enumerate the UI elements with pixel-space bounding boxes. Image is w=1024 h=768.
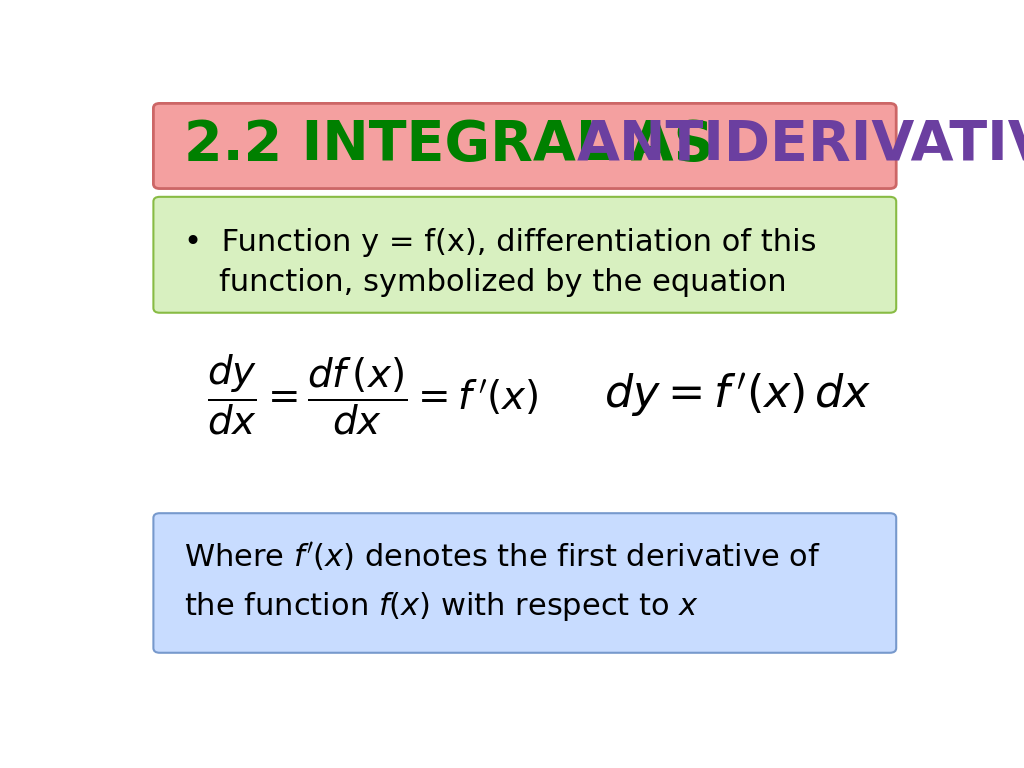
FancyBboxPatch shape <box>154 197 896 313</box>
Text: function, symbolized by the equation: function, symbolized by the equation <box>219 268 786 297</box>
Text: the function $f(x)$ with respect to $x$: the function $f(x)$ with respect to $x$ <box>183 590 698 623</box>
Text: $dy = f\,'(x)\,dx$: $dy = f\,'(x)\,dx$ <box>604 371 871 419</box>
FancyBboxPatch shape <box>154 513 896 653</box>
FancyBboxPatch shape <box>154 104 896 189</box>
Text: •  Function y = f(x), differentiation of this: • Function y = f(x), differentiation of … <box>183 228 816 257</box>
Text: $\dfrac{dy}{dx} = \dfrac{df\,(x)}{dx} = f\,'(x)$: $\dfrac{dy}{dx} = \dfrac{df\,(x)}{dx} = … <box>207 353 539 437</box>
Text: Where $f'(x)$ denotes the first derivative of: Where $f'(x)$ denotes the first derivati… <box>183 540 820 573</box>
Text: 2.2 INTEGRAL AS: 2.2 INTEGRAL AS <box>183 118 732 172</box>
Text: ANTIDERIVATIVE: ANTIDERIVATIVE <box>577 118 1024 172</box>
